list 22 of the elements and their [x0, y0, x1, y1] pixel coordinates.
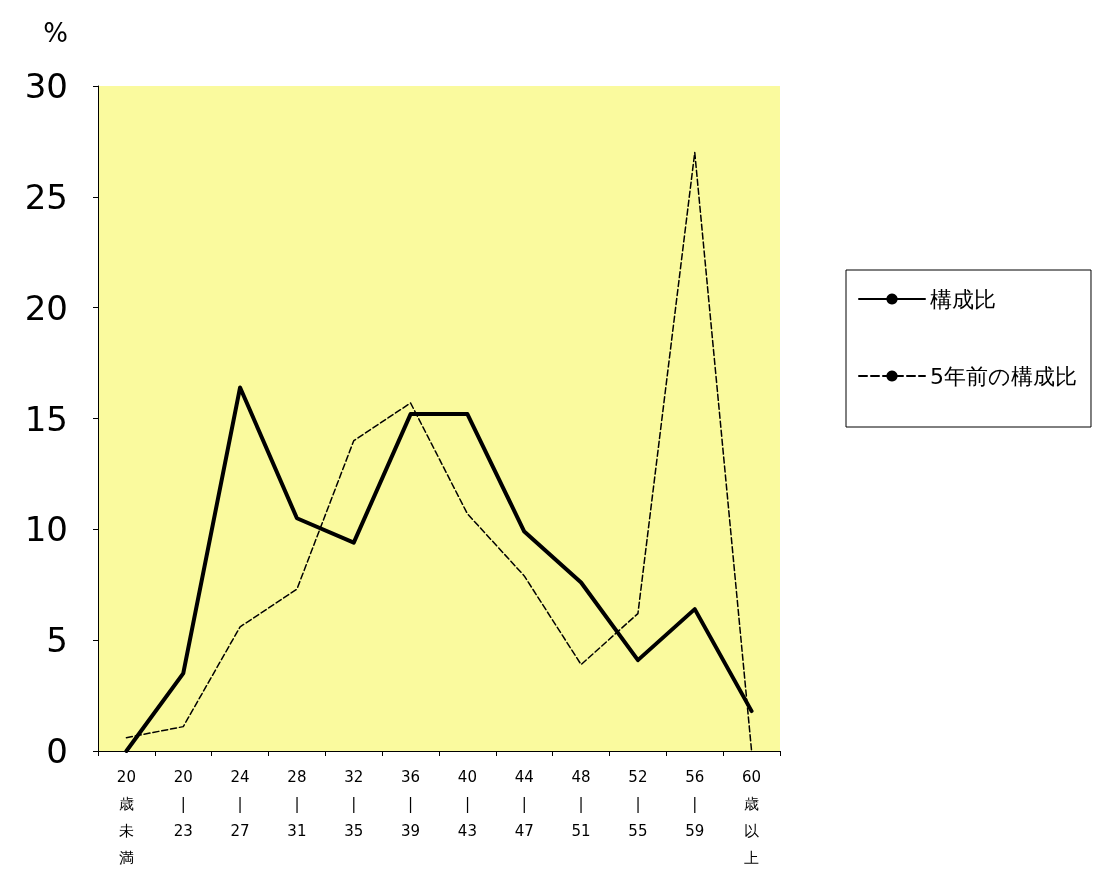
x-tick-label: 52 | 55: [628, 767, 648, 840]
x-tick-label: 20歳未満: [116, 767, 136, 867]
y-tick-label: 15: [24, 398, 68, 439]
x-tick-label: 36 | 39: [401, 767, 421, 840]
x-tick-label: 20 | 23: [173, 767, 193, 840]
y-tick-label: 20: [24, 287, 68, 328]
legend-label: 構成比: [930, 286, 996, 312]
legend-label: 5年前の構成比: [930, 363, 1077, 389]
y-axis-title: %: [43, 18, 68, 48]
y-tick-label: 30: [24, 66, 68, 106]
x-tick-label: 60歳以上: [742, 767, 762, 867]
x-tick-label: 56 | 59: [685, 767, 705, 840]
y-tick-label: 5: [46, 620, 68, 661]
y-tick-label: 10: [24, 509, 68, 550]
x-tick-label: 48 | 51: [571, 767, 591, 840]
x-tick-label: 24 | 27: [230, 767, 250, 840]
x-tick-label: 40 | 43: [457, 767, 477, 840]
x-tick-label: 44 | 47: [514, 767, 534, 840]
x-tick-label: 32 | 35: [344, 767, 364, 840]
y-tick-label: 25: [24, 176, 68, 217]
y-tick-label: 0: [46, 731, 68, 771]
x-tick-label: 28 | 31: [287, 767, 307, 840]
